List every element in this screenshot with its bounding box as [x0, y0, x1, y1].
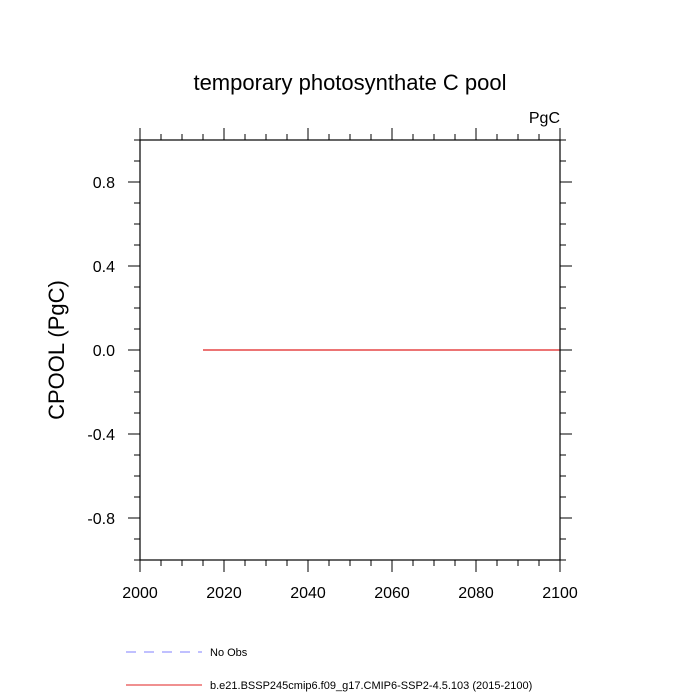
axis-tick-labels: 2000 2020 2040 2060 2080 2100 -0.8 -0.4 0.0 0.4 0.… [87, 175, 577, 602]
x-tick-label: 2060 [374, 585, 410, 602]
x-tick-label: 2080 [458, 585, 494, 602]
plot-frame [139, 139, 561, 561]
legend-entry: b.e21.BSSP245cmip6.f09_g17.CMIP6-SSP2-4.… [210, 680, 532, 692]
x-tick-label: 2040 [290, 585, 326, 602]
y-tick-label: -0.8 [87, 511, 115, 528]
x-tick-label: 2100 [542, 585, 578, 602]
y-tick-label: 0.4 [93, 259, 115, 276]
y-tick-label: 0.8 [93, 175, 115, 192]
y-tick-label: -0.4 [87, 427, 115, 444]
y-tick-label: 0.0 [93, 343, 115, 360]
chart-title: temporary photosynthate C pool [193, 70, 506, 95]
y-axis-label: CPOOL (PgC) [44, 280, 69, 420]
units-label: PgC [529, 110, 560, 127]
x-tick-label: 2000 [122, 585, 158, 602]
axis-ticks [128, 128, 572, 572]
x-tick-label: 2020 [206, 585, 242, 602]
legend: No Obs b.e21.BSSP245cmip6.f09_g17.CMIP6-S… [126, 647, 532, 692]
legend-entry: No Obs [210, 647, 248, 659]
